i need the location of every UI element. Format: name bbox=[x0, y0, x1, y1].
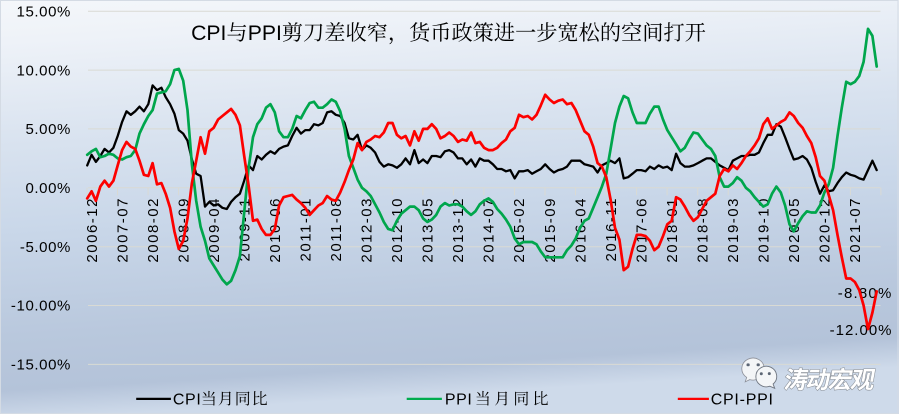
svg-text:-8.80%: -8.80% bbox=[838, 285, 893, 302]
svg-text:2013-05: 2013-05 bbox=[420, 197, 437, 263]
svg-text:2011-08: 2011-08 bbox=[328, 197, 345, 261]
svg-text:5.00%: 5.00% bbox=[25, 121, 71, 138]
svg-text:CPI: CPI bbox=[173, 391, 201, 408]
svg-text:CPI-PPI: CPI-PPI bbox=[711, 391, 774, 408]
svg-text:2017-06: 2017-06 bbox=[633, 197, 650, 263]
svg-text:CPI: CPI bbox=[191, 22, 226, 45]
svg-text:-10.00%: -10.00% bbox=[11, 298, 71, 315]
svg-text:2006-12: 2006-12 bbox=[84, 197, 101, 263]
svg-text:2015-09: 2015-09 bbox=[542, 197, 559, 263]
svg-text:2020-12: 2020-12 bbox=[817, 197, 834, 263]
svg-text:-12.00%: -12.00% bbox=[830, 322, 893, 339]
svg-text:2014-07: 2014-07 bbox=[481, 197, 498, 263]
svg-text:2021-07: 2021-07 bbox=[847, 197, 864, 263]
svg-text:2016-11: 2016-11 bbox=[603, 197, 620, 261]
svg-text:2015-02: 2015-02 bbox=[511, 197, 528, 263]
svg-text:2019-10: 2019-10 bbox=[756, 197, 773, 263]
svg-text:2012-03: 2012-03 bbox=[359, 197, 376, 263]
svg-text:PPI: PPI bbox=[248, 22, 282, 45]
svg-text:2007-07: 2007-07 bbox=[114, 197, 131, 263]
svg-text:2016-04: 2016-04 bbox=[572, 197, 589, 263]
svg-text:2013-12: 2013-12 bbox=[450, 197, 467, 263]
svg-text:10.00%: 10.00% bbox=[17, 62, 71, 79]
svg-text:PPI: PPI bbox=[445, 391, 473, 408]
svg-text:2008-02: 2008-02 bbox=[145, 197, 162, 263]
svg-text:-15.00%: -15.00% bbox=[11, 357, 71, 374]
svg-text:-5.00%: -5.00% bbox=[20, 239, 71, 256]
svg-text:2018-01: 2018-01 bbox=[664, 197, 681, 263]
svg-text:2009-04: 2009-04 bbox=[206, 197, 223, 263]
svg-text:15.00%: 15.00% bbox=[17, 3, 71, 20]
svg-text:2019-03: 2019-03 bbox=[725, 197, 742, 263]
svg-text:0.00%: 0.00% bbox=[25, 180, 71, 197]
